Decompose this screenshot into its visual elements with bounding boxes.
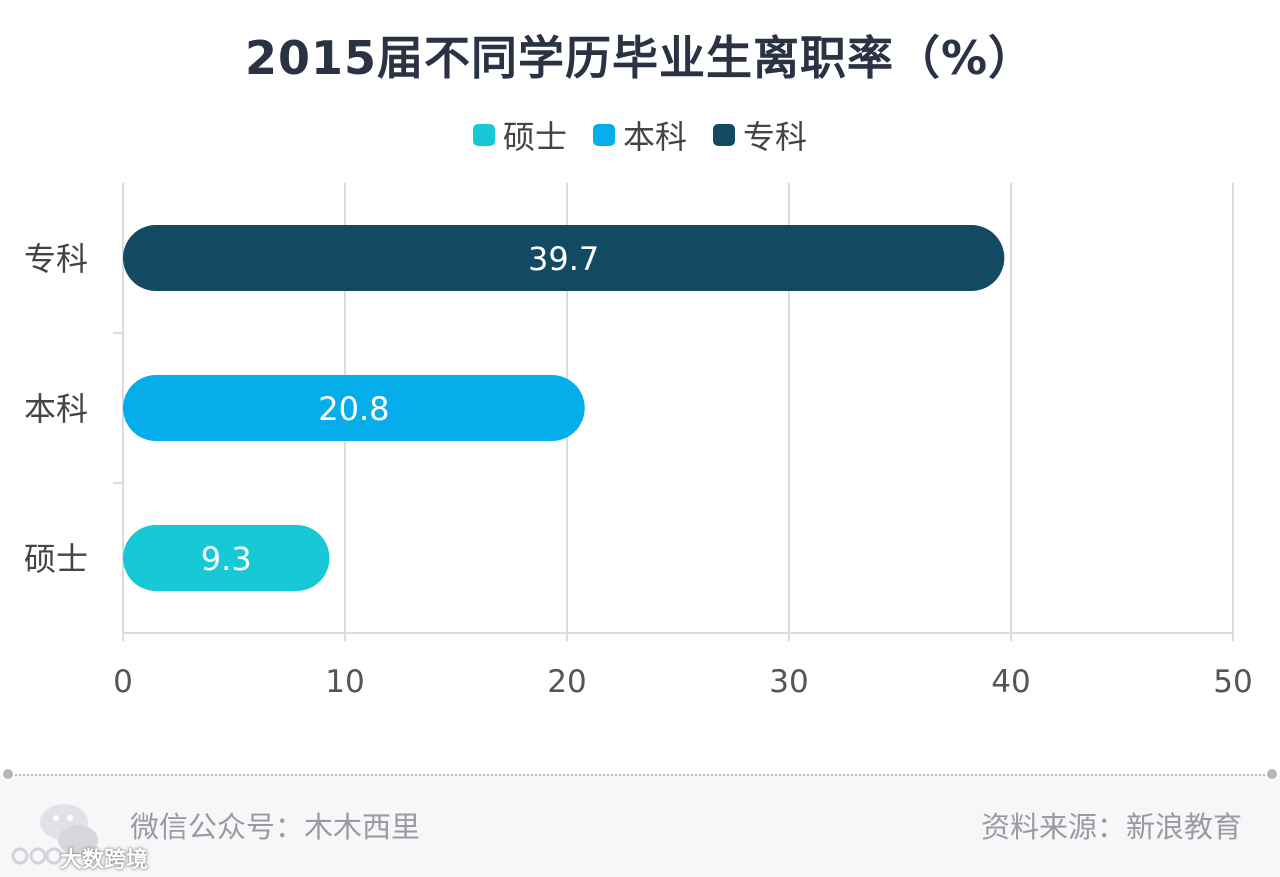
legend: 硕士 本科 专科: [0, 112, 1280, 158]
data-label-硕士: 9.3: [201, 540, 252, 578]
footer-source: 资料来源：新浪教育: [980, 810, 1242, 844]
legend-label-master: 硕士: [502, 118, 567, 156]
legend-item-master: 硕士: [472, 112, 567, 158]
x-tick-label-40: 40: [991, 664, 1030, 700]
legend-swatch-bachelor: [592, 124, 615, 146]
x-tick-label-0: 0: [113, 664, 133, 700]
x-tick-label-10: 10: [325, 664, 364, 700]
legend-label-associate: 专科: [743, 118, 808, 156]
chart-title: 2015届不同学历毕业生离职率（%）: [244, 31, 1036, 85]
bar-专科: [123, 225, 1005, 291]
bar-chart: 0 10 20 30 40 50 39.7 专科 20.8 本科 9.3 硕士: [24, 183, 1253, 700]
footer-divider-dot-left: [3, 769, 13, 779]
category-label-专科: 专科: [24, 240, 88, 278]
data-label-本科: 20.8: [318, 390, 389, 428]
wechat-icon: [11, 804, 98, 865]
footer-divider: [8, 774, 1272, 776]
legend-swatch-master: [472, 124, 495, 146]
legend-label-bachelor: 本科: [622, 118, 687, 156]
legend-item-associate: 专科: [713, 112, 807, 158]
legend-swatch-associate: [713, 124, 735, 146]
x-tick-label-30: 30: [769, 664, 808, 700]
footer-account: 微信公众号：木木西里: [130, 810, 421, 844]
data-label-专科: 39.7: [528, 240, 599, 278]
legend-item-bachelor: 本科: [592, 112, 687, 158]
footer-divider-dot-right: [1267, 769, 1277, 779]
category-label-硕士: 硕士: [24, 540, 88, 578]
x-tick-label-50: 50: [1213, 664, 1252, 700]
category-label-本科: 本科: [24, 390, 88, 428]
footer-background: [0, 775, 1280, 877]
bar-本科: [123, 375, 585, 441]
watermark-text: 大数跨境: [60, 848, 149, 873]
bar-硕士: [123, 525, 330, 591]
x-tick-label-20: 20: [547, 664, 586, 700]
